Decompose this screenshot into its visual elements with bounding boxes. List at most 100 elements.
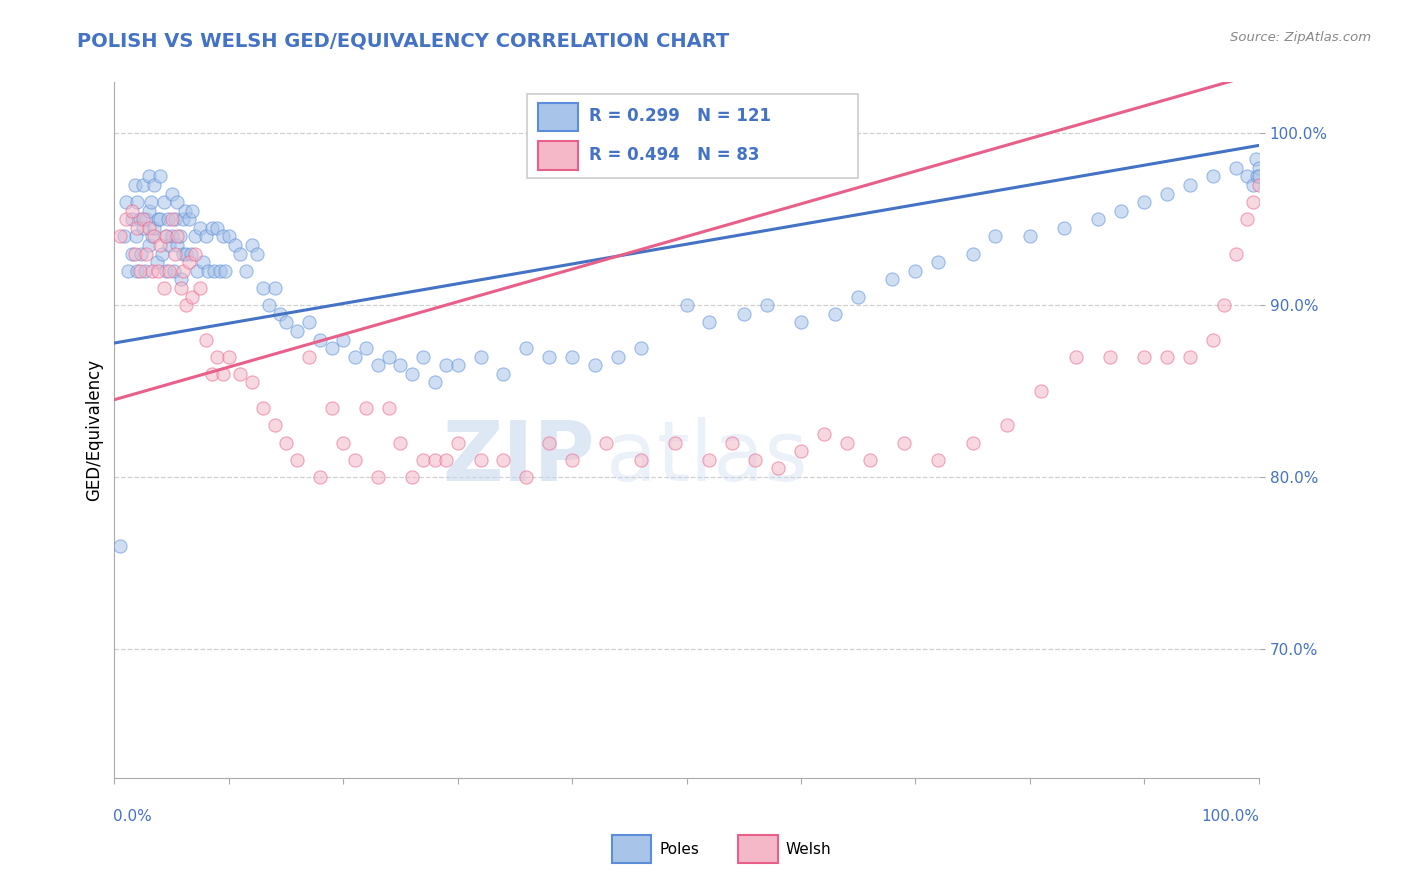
- Point: [172, 212, 194, 227]
- Point: [1098, 350, 1121, 364]
- Point: [166, 238, 188, 252]
- Point: [155, 229, 177, 244]
- Point: [240, 376, 263, 390]
- Point: [181, 290, 204, 304]
- Point: [583, 359, 606, 373]
- Point: [160, 229, 183, 244]
- Point: [401, 367, 423, 381]
- Point: [143, 178, 166, 192]
- Point: [138, 203, 160, 218]
- Point: [378, 401, 401, 416]
- Point: [170, 281, 193, 295]
- Point: [117, 264, 139, 278]
- Point: [155, 264, 177, 278]
- Point: [183, 246, 205, 260]
- Point: [343, 350, 366, 364]
- Point: [1156, 186, 1178, 201]
- Point: [207, 220, 229, 235]
- Point: [378, 350, 401, 364]
- Point: [146, 212, 169, 227]
- Point: [177, 212, 200, 227]
- Point: [218, 229, 240, 244]
- Point: [790, 315, 813, 329]
- Point: [139, 195, 162, 210]
- Point: [309, 470, 332, 484]
- Point: [699, 452, 721, 467]
- Point: [160, 212, 183, 227]
- Point: [141, 264, 163, 278]
- Point: [389, 435, 412, 450]
- Point: [121, 246, 143, 260]
- Point: [1225, 161, 1247, 175]
- Point: [127, 195, 149, 210]
- Text: R = 0.299   N = 121: R = 0.299 N = 121: [589, 107, 770, 125]
- Point: [108, 229, 131, 244]
- Point: [149, 169, 172, 184]
- Point: [149, 212, 172, 227]
- Point: [115, 212, 138, 227]
- Point: [354, 401, 377, 416]
- Point: [149, 238, 172, 252]
- Point: [152, 246, 174, 260]
- Y-axis label: GED/Equivalency: GED/Equivalency: [86, 359, 103, 500]
- Point: [630, 341, 652, 355]
- Point: [124, 246, 146, 260]
- Text: ZIP: ZIP: [443, 417, 595, 498]
- Point: [984, 229, 1007, 244]
- Point: [229, 246, 252, 260]
- Point: [835, 435, 858, 450]
- Point: [135, 246, 157, 260]
- Point: [166, 229, 188, 244]
- Point: [201, 220, 224, 235]
- Point: [132, 178, 155, 192]
- Point: [515, 470, 537, 484]
- Text: atlas: atlas: [606, 417, 808, 498]
- Point: [128, 264, 150, 278]
- Point: [904, 264, 927, 278]
- Text: Poles: Poles: [659, 842, 699, 856]
- Point: [755, 298, 778, 312]
- Point: [218, 350, 240, 364]
- Point: [846, 290, 869, 304]
- Point: [132, 220, 155, 235]
- Point: [1064, 350, 1087, 364]
- Point: [675, 298, 697, 312]
- Point: [138, 169, 160, 184]
- Point: [766, 461, 789, 475]
- Text: Welsh: Welsh: [786, 842, 831, 856]
- Point: [174, 203, 197, 218]
- Point: [354, 341, 377, 355]
- Point: [212, 367, 235, 381]
- Point: [191, 255, 214, 269]
- Point: [127, 220, 149, 235]
- Point: [1111, 203, 1133, 218]
- Point: [176, 246, 198, 260]
- Point: [135, 212, 157, 227]
- Point: [401, 470, 423, 484]
- Point: [447, 359, 470, 373]
- Point: [163, 264, 186, 278]
- Point: [202, 264, 225, 278]
- Point: [157, 264, 180, 278]
- Point: [1133, 350, 1156, 364]
- Point: [166, 195, 188, 210]
- Point: [962, 435, 984, 450]
- Point: [1156, 350, 1178, 364]
- Point: [332, 435, 354, 450]
- Point: [263, 281, 285, 295]
- Point: [595, 435, 617, 450]
- Point: [1202, 169, 1225, 184]
- Point: [434, 452, 457, 467]
- Point: [309, 333, 332, 347]
- Point: [721, 435, 744, 450]
- Point: [214, 264, 236, 278]
- Point: [287, 324, 309, 338]
- Point: [169, 229, 191, 244]
- Point: [343, 452, 366, 467]
- Point: [1247, 178, 1270, 192]
- Text: R = 0.494   N = 83: R = 0.494 N = 83: [589, 145, 759, 163]
- Point: [515, 341, 537, 355]
- Point: [1246, 152, 1268, 166]
- Point: [115, 195, 138, 210]
- Point: [1133, 195, 1156, 210]
